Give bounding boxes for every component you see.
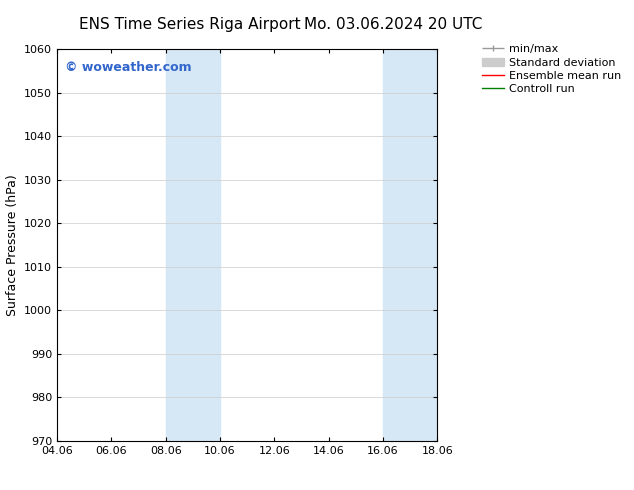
Bar [383,49,437,441]
Bar [165,49,220,441]
Text: © woweather.com: © woweather.com [65,61,191,74]
Legend: min/max, Standard deviation, Ensemble mean run, Controll run: min/max, Standard deviation, Ensemble me… [477,40,625,99]
Text: Mo. 03.06.2024 20 UTC: Mo. 03.06.2024 20 UTC [304,17,482,32]
Text: ENS Time Series Riga Airport: ENS Time Series Riga Airport [79,17,301,32]
Y-axis label: Surface Pressure (hPa): Surface Pressure (hPa) [6,174,18,316]
